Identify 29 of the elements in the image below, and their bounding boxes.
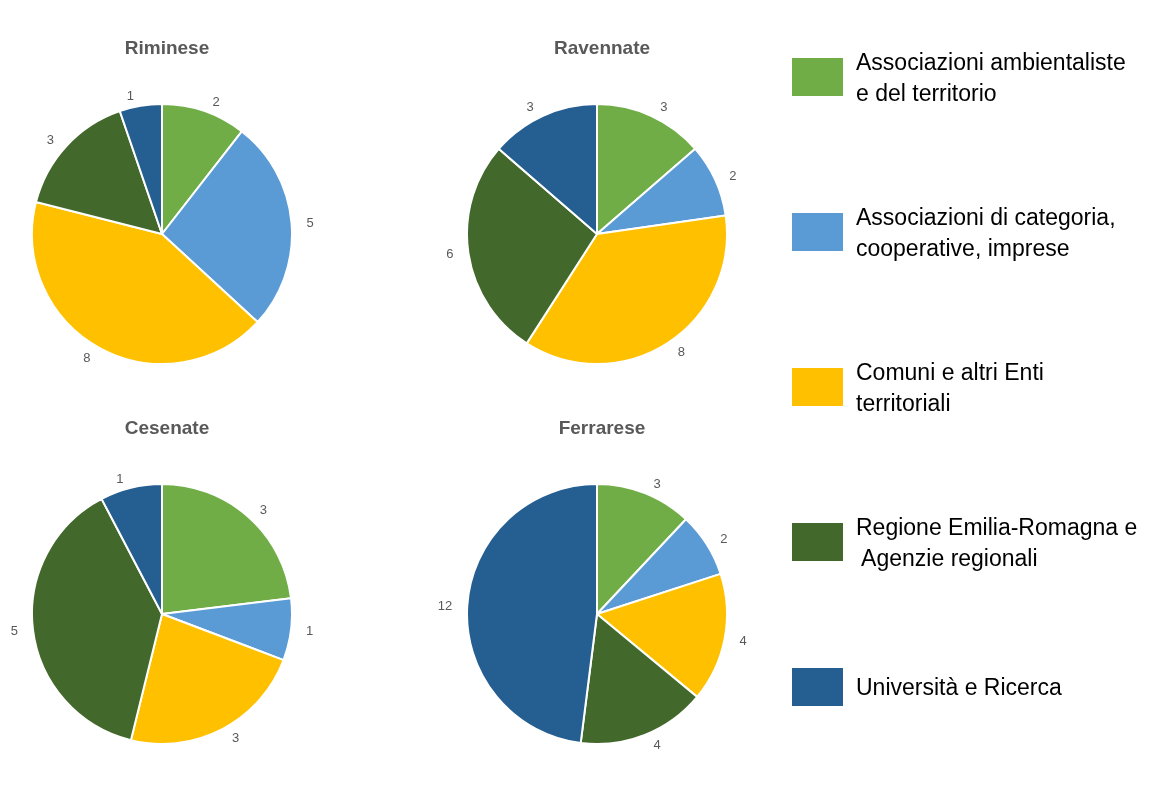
data-label: 3 [653, 476, 661, 492]
chart-title: Cesenate [124, 417, 210, 438]
data-label: 3 [259, 501, 268, 517]
legend-label: Comuni e altri Enti territoriali [856, 358, 1051, 416]
data-label: 3 [232, 730, 240, 746]
data-label: 1 [305, 623, 314, 639]
legend-label: Regione Emilia-Romagna e Agenzie regionali [856, 513, 1138, 571]
data-label: 4 [739, 632, 747, 648]
chart-title: Riminese [124, 37, 210, 58]
legend-label: Associazioni ambientaliste e del territorio [856, 48, 1133, 106]
data-label: 8 [677, 344, 685, 360]
data-label: 2 [729, 168, 737, 184]
data-label: 3 [660, 99, 668, 115]
data-label: 6 [446, 246, 454, 262]
data-label: 1 [126, 88, 134, 104]
chart-title: Ravennate [553, 37, 651, 58]
data-label: 12 [437, 597, 453, 613]
data-label: 3 [46, 131, 54, 147]
data-label: 2 [720, 531, 728, 547]
legend-label: Università e Ricerca [856, 674, 1062, 700]
data-label: 8 [83, 349, 91, 365]
data-label: 1 [116, 470, 124, 486]
data-label: 3 [526, 99, 534, 115]
legend-label: Associazioni di categoria, cooperative, imprese [856, 203, 1122, 261]
data-label: 5 [306, 214, 314, 230]
chart-title: Ferrarese [558, 417, 646, 438]
data-label: 2 [212, 94, 220, 110]
data-label: 4 [653, 736, 661, 752]
data-label: 5 [10, 623, 19, 639]
